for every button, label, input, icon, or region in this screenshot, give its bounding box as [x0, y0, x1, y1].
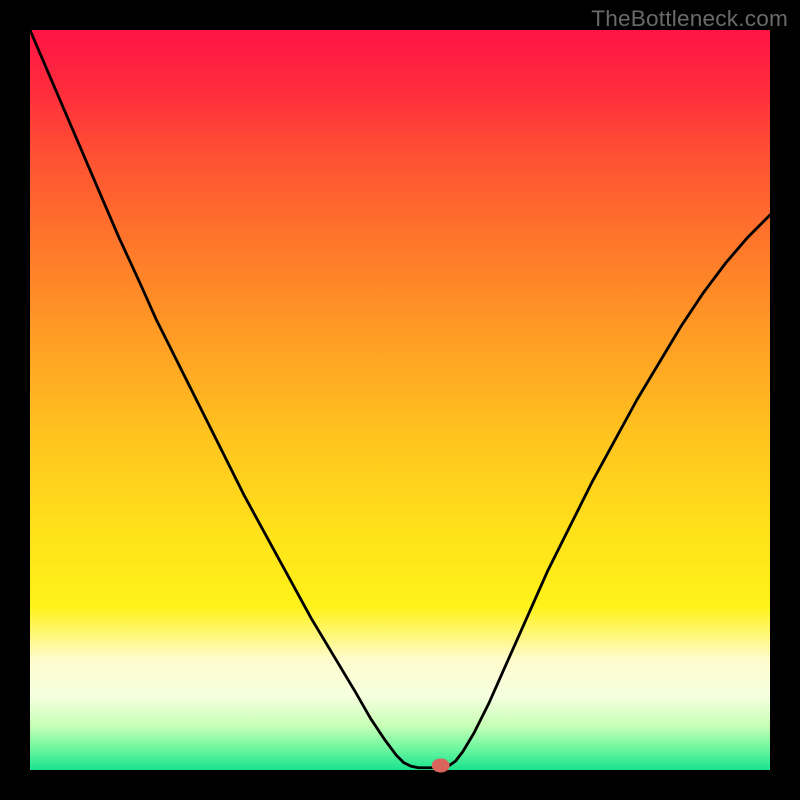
watermark-text: TheBottleneck.com	[591, 6, 788, 32]
bottleneck-point-marker	[432, 759, 450, 773]
figure-stage: TheBottleneck.com	[0, 0, 800, 800]
plot-background	[30, 30, 770, 770]
bottleneck-chart	[0, 0, 800, 800]
